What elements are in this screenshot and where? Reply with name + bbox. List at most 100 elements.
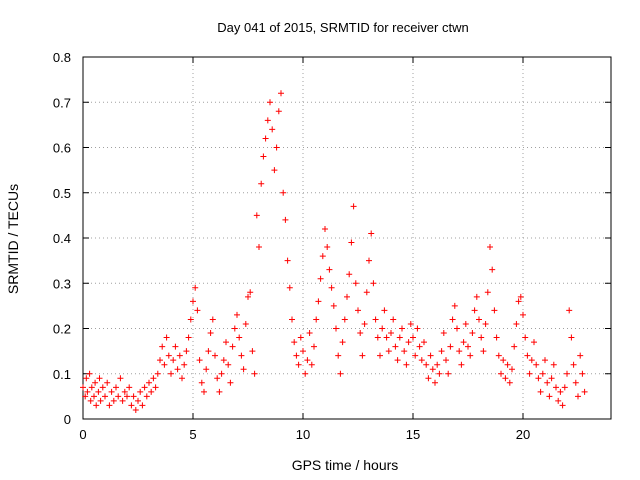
data-point <box>410 334 416 341</box>
data-point <box>196 357 203 364</box>
data-point <box>154 370 161 377</box>
data-point <box>449 316 456 323</box>
data-point <box>280 189 287 196</box>
data-point <box>225 361 232 368</box>
data-point <box>82 393 89 400</box>
data-point <box>456 348 463 355</box>
data-point <box>161 361 168 368</box>
data-point <box>148 388 155 395</box>
data-point <box>379 325 386 332</box>
y-tick-label: 0.8 <box>53 50 71 65</box>
data-point <box>174 366 181 373</box>
data-point <box>383 334 390 341</box>
data-point <box>240 366 247 373</box>
data-point <box>93 402 100 409</box>
data-point <box>212 352 218 359</box>
data-point <box>344 293 350 300</box>
data-point <box>339 339 346 346</box>
data-point <box>498 370 504 377</box>
data-point <box>467 352 474 359</box>
chart-title: Day 041 of 2015, SRMTID for receiver ctw… <box>217 20 468 35</box>
data-point <box>533 361 540 368</box>
data-point <box>581 388 588 395</box>
data-point <box>143 393 150 400</box>
data-point <box>223 339 229 346</box>
y-axis-label: SRMTID / TECUs <box>5 184 21 294</box>
data-point <box>445 370 452 377</box>
data-point <box>506 379 513 386</box>
data-point <box>313 316 320 323</box>
data-point <box>361 320 368 327</box>
data-point <box>495 352 502 359</box>
data-point <box>286 284 293 291</box>
data-point <box>95 388 102 395</box>
data-point <box>414 325 421 332</box>
data-point <box>423 361 430 368</box>
data-point <box>183 348 190 355</box>
data-point <box>203 366 210 373</box>
y-tick-label: 0.3 <box>53 276 71 291</box>
data-point <box>405 339 412 346</box>
data-point <box>566 307 573 314</box>
data-point <box>374 334 381 341</box>
data-point <box>328 284 335 291</box>
data-point <box>407 320 414 327</box>
data-point <box>135 397 141 404</box>
data-point <box>260 153 267 160</box>
data-point <box>346 271 353 278</box>
data-point <box>335 352 342 359</box>
data-point <box>88 384 95 391</box>
data-point <box>137 388 144 395</box>
data-point <box>469 330 476 337</box>
data-point <box>451 302 458 309</box>
data-point <box>187 316 194 323</box>
y-tick-label: 0.2 <box>53 322 71 337</box>
data-point <box>460 339 467 346</box>
data-point <box>363 289 370 296</box>
data-point <box>306 330 313 337</box>
data-point <box>231 325 238 332</box>
data-point <box>392 343 399 350</box>
data-point <box>227 379 234 386</box>
x-tick-label: 15 <box>406 427 420 442</box>
data-point <box>390 316 397 323</box>
data-point <box>80 384 86 391</box>
y-tick-label: 0.6 <box>53 141 71 156</box>
data-point <box>482 320 489 327</box>
scatter-points <box>80 90 588 413</box>
x-tick-label: 0 <box>79 427 86 442</box>
data-point <box>377 352 383 359</box>
data-point <box>416 343 423 350</box>
grid-lines <box>83 57 611 419</box>
data-point <box>315 298 322 305</box>
data-point <box>84 388 91 395</box>
data-point <box>289 316 295 323</box>
data-point <box>341 316 348 323</box>
data-point <box>194 307 201 314</box>
data-point <box>192 284 199 291</box>
data-point <box>97 397 104 404</box>
data-point <box>429 366 436 373</box>
data-point <box>425 375 432 382</box>
data-point <box>462 320 469 327</box>
data-point <box>517 293 524 300</box>
data-point <box>216 388 223 395</box>
data-point <box>201 388 207 395</box>
data-point <box>447 343 454 350</box>
data-point <box>284 257 291 264</box>
data-point <box>458 361 465 368</box>
data-point <box>465 343 471 350</box>
data-point <box>438 348 445 355</box>
x-tick-label: 20 <box>516 427 530 442</box>
data-point <box>515 298 522 305</box>
data-point <box>176 352 183 359</box>
data-point <box>513 320 520 327</box>
data-point <box>504 361 511 368</box>
x-tick-label: 10 <box>296 427 310 442</box>
x-axis-ticks: 0 5 10 15 20 <box>79 57 530 442</box>
data-point <box>152 384 159 391</box>
data-point <box>427 352 434 359</box>
data-point <box>245 293 251 300</box>
data-point <box>528 357 535 364</box>
data-point <box>478 334 485 341</box>
